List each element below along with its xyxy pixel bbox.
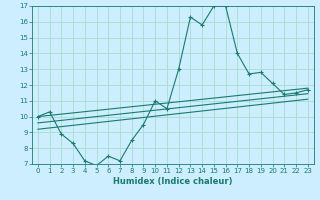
X-axis label: Humidex (Indice chaleur): Humidex (Indice chaleur) bbox=[113, 177, 233, 186]
